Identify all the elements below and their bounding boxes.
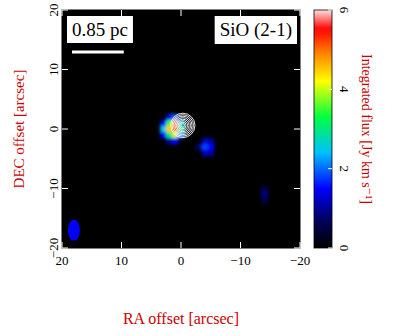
colorbar-tick <box>328 168 332 169</box>
plot-frame <box>62 10 300 248</box>
cell <box>160 126 166 132</box>
cell <box>196 144 202 150</box>
colorbar-title: Integrated flux [Jy km s⁻¹] <box>359 54 374 204</box>
x-tick <box>300 242 301 248</box>
y-tick <box>294 129 300 130</box>
colorbar-tick-label: 4 <box>337 86 352 93</box>
y-tick-label: 20 <box>46 4 61 17</box>
colorbar-tick <box>328 89 332 90</box>
cell <box>261 186 267 192</box>
y-tick <box>62 10 68 11</box>
y-tick-label: 0 <box>46 126 61 133</box>
beam <box>68 219 80 240</box>
cell <box>208 138 214 144</box>
x-tick-label: 0 <box>178 253 185 268</box>
plot-area <box>68 113 268 241</box>
contour <box>172 115 193 136</box>
cell <box>261 197 267 203</box>
cell <box>172 138 178 144</box>
cell <box>208 150 214 156</box>
scale-bar <box>72 51 124 54</box>
x-tick <box>181 242 182 248</box>
emission <box>160 114 268 204</box>
cell <box>202 144 208 150</box>
contour <box>181 124 185 128</box>
y-tick-label: 10 <box>46 63 61 76</box>
cell <box>160 132 166 138</box>
y-tick <box>62 69 68 70</box>
x-tick <box>240 10 241 16</box>
title-box <box>215 16 297 44</box>
x-tick <box>62 242 63 248</box>
chart: 20100−10−20−20−1001020RA offset [arcsec]… <box>0 0 408 336</box>
x-tick <box>181 10 182 16</box>
cell <box>261 191 267 197</box>
contour <box>175 118 190 133</box>
colorbar-tick <box>328 248 332 249</box>
cell <box>202 138 208 144</box>
scale-bar-label: 0.85 pc <box>72 19 128 40</box>
y-tick <box>294 10 300 11</box>
y-tick <box>62 248 68 249</box>
colorbar-tick-label: 0 <box>337 245 352 252</box>
scale-bar-box <box>67 16 133 43</box>
y-tick <box>294 188 300 189</box>
x-tick-label: −10 <box>230 253 250 268</box>
y-axis-title: DEC offset [arcsec] <box>11 70 27 189</box>
x-tick <box>121 242 122 248</box>
cell <box>208 144 214 150</box>
colorbar-tick-label: 2 <box>337 165 352 172</box>
contour <box>178 121 188 131</box>
plot-background <box>62 10 300 248</box>
x-tick-label: 10 <box>115 253 128 268</box>
title: SiO (2-1) <box>220 19 292 41</box>
y-tick <box>294 248 300 249</box>
colorbar <box>314 10 332 248</box>
contour <box>171 113 195 137</box>
contour <box>180 122 187 129</box>
cell <box>166 138 172 144</box>
cell <box>202 150 208 156</box>
colorbar-tick <box>328 10 332 11</box>
y-tick <box>62 188 68 189</box>
x-tick <box>300 10 301 16</box>
y-tick <box>62 129 68 130</box>
y-tick <box>294 69 300 70</box>
cell <box>166 132 172 138</box>
cell <box>160 120 166 126</box>
x-tick-label: −20 <box>290 253 310 268</box>
colorbar-tick-label: 6 <box>337 7 352 14</box>
x-tick <box>240 242 241 248</box>
y-tick-label: −20 <box>46 238 61 258</box>
x-axis-title: RA offset [arcsec] <box>123 310 239 327</box>
x-tick <box>62 10 63 16</box>
contour <box>177 119 189 131</box>
contour <box>174 116 192 134</box>
y-tick-label: −10 <box>46 178 61 198</box>
x-tick <box>121 10 122 16</box>
